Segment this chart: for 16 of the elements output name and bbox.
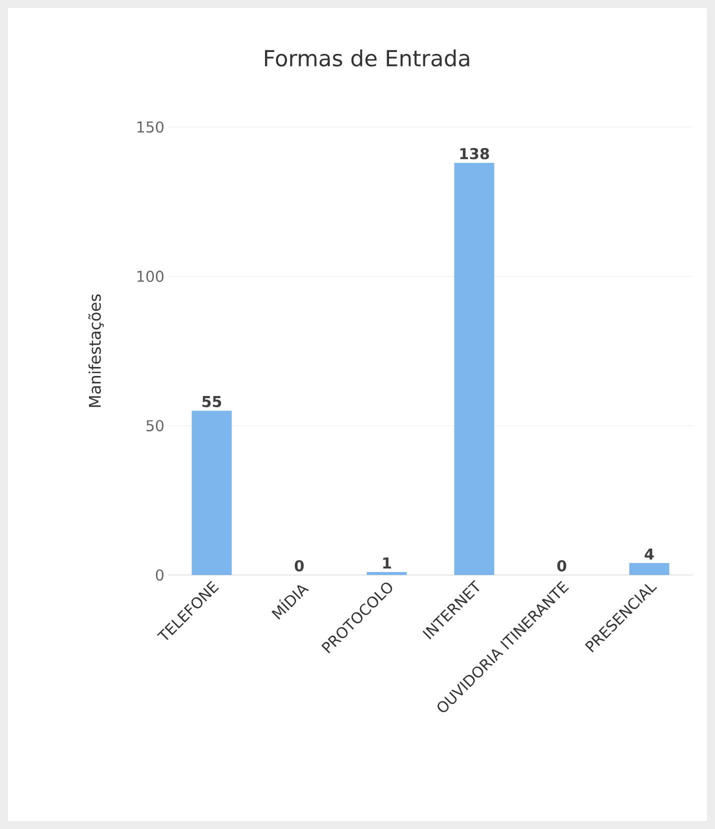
bar — [366, 572, 407, 575]
data-label: 0 — [294, 560, 304, 572]
bar — [629, 563, 670, 575]
bar — [192, 410, 232, 575]
data-label: 0 — [557, 560, 566, 572]
y-tick-label: 0 — [156, 569, 164, 581]
chart-title: Formas de Entrada — [265, 49, 470, 67]
data-label: 55 — [202, 396, 222, 408]
y-tick-label: 150 — [137, 121, 164, 133]
bar — [454, 162, 494, 575]
y-tick-label: 50 — [146, 420, 164, 432]
y-tick-label: 100 — [137, 270, 164, 282]
data-label: 4 — [644, 548, 654, 560]
y-axis-title: Manifestações — [88, 294, 104, 407]
data-label: 1 — [383, 558, 391, 568]
data-label: 138 — [460, 148, 489, 160]
